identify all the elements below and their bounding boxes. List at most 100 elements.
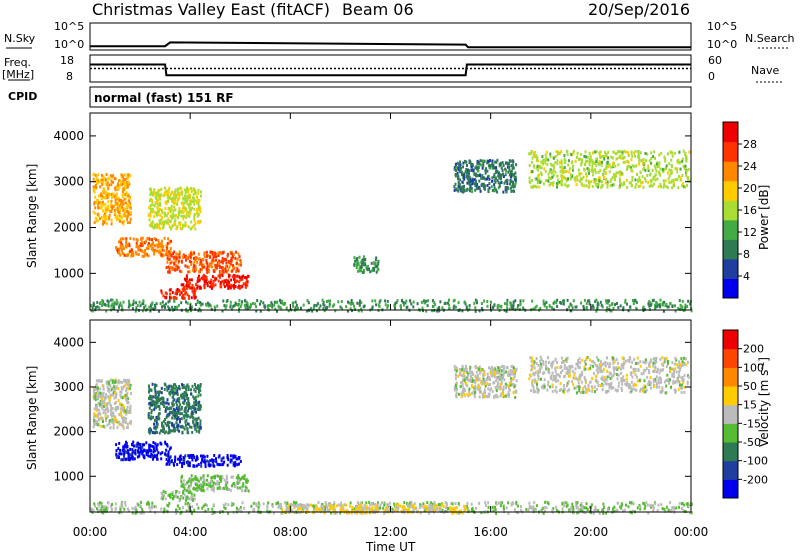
scatter-cell [380, 504, 382, 507]
scatter-cell [586, 160, 588, 163]
scatter-cell [640, 171, 642, 174]
scatter-cell [170, 296, 172, 299]
scatter-cell [560, 150, 562, 153]
scatter-cell [627, 160, 629, 163]
scatter-cell [214, 278, 216, 281]
scatter-cell [206, 479, 208, 482]
scatter-cell [120, 199, 122, 202]
scatter-cell [180, 227, 182, 230]
scatter-cell [98, 201, 100, 204]
scatter-cell [563, 504, 565, 507]
scatter-cell [193, 203, 195, 206]
scatter-cell [245, 485, 247, 488]
scatter-cell [595, 184, 597, 187]
scatter-cell [177, 504, 179, 507]
scatter-cell [587, 156, 589, 159]
scatter-cell [115, 393, 117, 396]
scatter-cell [236, 258, 238, 261]
scatter-cell [236, 476, 238, 479]
scatter-cell [222, 269, 224, 272]
scatter-cell [592, 173, 594, 176]
scatter-cell [111, 508, 113, 511]
scatter-cell [198, 205, 200, 208]
scatter-cell [127, 221, 129, 224]
scatter-cell [158, 417, 160, 420]
scatter-cell [326, 506, 328, 509]
scatter-cell [183, 211, 185, 214]
scatter-cell [222, 262, 224, 265]
scatter-cell [130, 304, 132, 307]
scatter-cell [125, 384, 127, 387]
scatter-cell [120, 414, 122, 417]
scatter-cell [592, 185, 594, 188]
scatter-cell [660, 152, 662, 155]
scatter-cell [182, 225, 184, 228]
scatter-cell [171, 255, 173, 258]
scatter-cell [132, 251, 134, 254]
scatter-cell [94, 196, 96, 199]
colorbar-swatch [723, 142, 738, 162]
scatter-cell [149, 218, 151, 221]
scatter-cell [112, 181, 114, 184]
scatter-cell [499, 185, 501, 188]
scatter-cell [614, 165, 616, 168]
scatter-cell [180, 480, 182, 483]
scatter-cell [167, 200, 169, 203]
scatter-cell [126, 205, 128, 208]
scatter-cell [210, 480, 212, 483]
scatter-cell [193, 214, 195, 217]
scatter-cell [654, 502, 656, 505]
scatter-cell [607, 165, 609, 168]
scatter-cell [272, 505, 274, 508]
scatter-cell [679, 161, 681, 164]
scatter-cell [170, 247, 172, 250]
scatter-cell [242, 476, 244, 479]
scatter-cell [520, 299, 522, 302]
scatter-cell [189, 199, 191, 202]
scatter-cell [176, 399, 178, 402]
scatter-cell [532, 157, 534, 160]
scatter-cell [642, 181, 644, 184]
scatter-cell [531, 170, 533, 173]
scatter-cell [192, 385, 194, 388]
scatter-cell [93, 412, 95, 415]
scatter-cell [113, 307, 115, 310]
scatter-cell [345, 305, 347, 308]
scatter-cell [277, 501, 279, 504]
scatter-cell [195, 396, 197, 399]
scatter-cell [184, 410, 186, 413]
scatter-cell [573, 299, 575, 302]
scatter-cell [110, 413, 112, 416]
scatter-cell [441, 306, 443, 309]
scatter-cell [171, 207, 173, 210]
scatter-cell [254, 302, 256, 305]
scatter-cell [206, 271, 208, 274]
scatter-cell [123, 237, 125, 240]
scatter-cell [208, 270, 210, 273]
scatter-cell [432, 305, 434, 308]
scatter-cell [684, 306, 686, 309]
scatter-cell [185, 499, 187, 502]
scatter-cell [187, 195, 189, 198]
scatter-cell [106, 173, 108, 176]
scatter-cell [201, 459, 203, 462]
scatter-cell [204, 480, 206, 483]
scatter-cell [235, 280, 237, 283]
scatter-cell [663, 179, 665, 182]
scatter-cell [564, 501, 566, 504]
scatter-cell [104, 403, 106, 406]
scatter-cell [172, 400, 174, 403]
scatter-cell [327, 300, 329, 303]
scatter-cell [186, 489, 188, 492]
scatter-cell [131, 254, 133, 257]
scatter-cell [199, 385, 201, 388]
scatter-cell [676, 167, 678, 170]
scatter-cell [153, 451, 155, 454]
scatter-cell [507, 501, 509, 504]
scatter-cell [143, 443, 145, 446]
scatter-cell [605, 182, 607, 185]
scatter-cell [232, 454, 234, 457]
scatter-cell [213, 280, 215, 283]
nave-label: Nave [751, 64, 779, 77]
scatter-cell [98, 409, 100, 412]
